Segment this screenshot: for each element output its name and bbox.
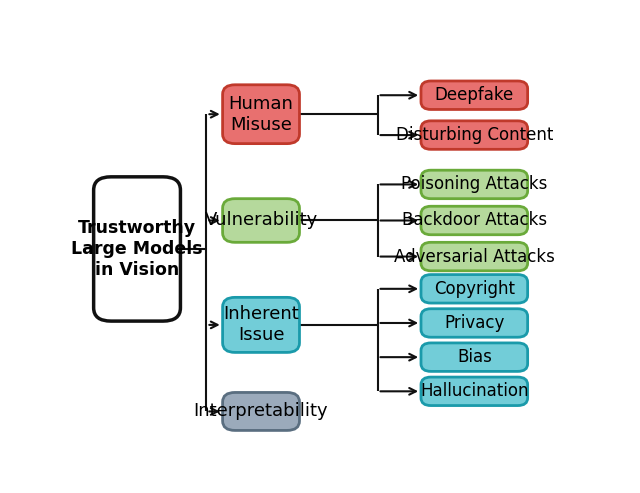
Text: Privacy: Privacy xyxy=(444,314,504,332)
Text: Copyright: Copyright xyxy=(434,280,515,298)
Text: Bias: Bias xyxy=(457,348,492,366)
FancyBboxPatch shape xyxy=(93,177,180,321)
Text: Poisoning Attacks: Poisoning Attacks xyxy=(401,176,547,193)
Text: Human
Misuse: Human Misuse xyxy=(228,95,294,134)
Text: Deepfake: Deepfake xyxy=(435,86,514,104)
FancyBboxPatch shape xyxy=(421,121,527,149)
FancyBboxPatch shape xyxy=(223,199,300,243)
FancyBboxPatch shape xyxy=(421,309,527,337)
Text: Hallucination: Hallucination xyxy=(420,382,529,400)
FancyBboxPatch shape xyxy=(421,243,527,271)
FancyBboxPatch shape xyxy=(421,81,527,109)
Text: Disturbing Content: Disturbing Content xyxy=(396,126,553,144)
FancyBboxPatch shape xyxy=(421,170,527,199)
Text: Inherent
Issue: Inherent Issue xyxy=(223,306,299,344)
FancyBboxPatch shape xyxy=(421,377,527,406)
Text: Trustworthy
Large Models
in Vision: Trustworthy Large Models in Vision xyxy=(71,219,203,279)
Text: Interpretability: Interpretability xyxy=(194,402,328,421)
FancyBboxPatch shape xyxy=(223,85,300,143)
FancyBboxPatch shape xyxy=(421,206,527,235)
FancyBboxPatch shape xyxy=(223,297,300,352)
FancyBboxPatch shape xyxy=(223,392,300,430)
Text: Adversarial Attacks: Adversarial Attacks xyxy=(394,247,555,266)
Text: Vulnerability: Vulnerability xyxy=(204,211,317,230)
FancyBboxPatch shape xyxy=(421,343,527,371)
Text: Backdoor Attacks: Backdoor Attacks xyxy=(402,211,547,230)
FancyBboxPatch shape xyxy=(421,275,527,303)
